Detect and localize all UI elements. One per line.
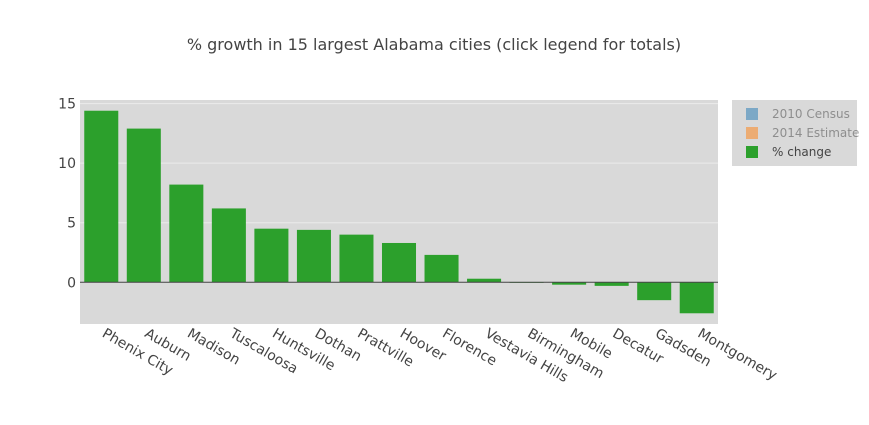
bar[interactable] <box>424 254 459 283</box>
bar[interactable] <box>637 282 672 301</box>
legend-item[interactable]: 2010 Census <box>746 107 850 121</box>
legend-item[interactable]: % change <box>746 145 831 159</box>
legend-label: % change <box>772 145 831 159</box>
bar[interactable] <box>211 208 246 283</box>
legend-item[interactable]: 2014 Estimate <box>746 126 859 140</box>
y-tick-label: 10 <box>58 156 76 172</box>
bar[interactable] <box>467 278 502 283</box>
y-tick-label: 15 <box>58 97 76 113</box>
y-tick-label: 0 <box>67 275 76 291</box>
bar[interactable] <box>679 282 714 314</box>
bar[interactable] <box>126 128 161 283</box>
y-tick-label: 5 <box>67 216 76 232</box>
bar[interactable] <box>84 110 119 283</box>
bar[interactable] <box>254 228 289 283</box>
legend-label: 2014 Estimate <box>772 126 859 140</box>
bar[interactable] <box>594 282 629 286</box>
chart-title: % growth in 15 largest Alabama cities (c… <box>187 35 681 54</box>
bar[interactable] <box>381 242 417 283</box>
legend-swatch <box>746 146 758 158</box>
legend[interactable]: 2010 Census 2014 Estimate % change <box>732 100 859 166</box>
bar[interactable] <box>169 184 204 283</box>
legend-swatch <box>746 108 758 120</box>
bar[interactable] <box>296 229 331 283</box>
bar[interactable] <box>339 234 374 283</box>
legend-label: 2010 Census <box>772 107 850 121</box>
legend-swatch <box>746 127 758 139</box>
bar[interactable] <box>552 282 587 285</box>
